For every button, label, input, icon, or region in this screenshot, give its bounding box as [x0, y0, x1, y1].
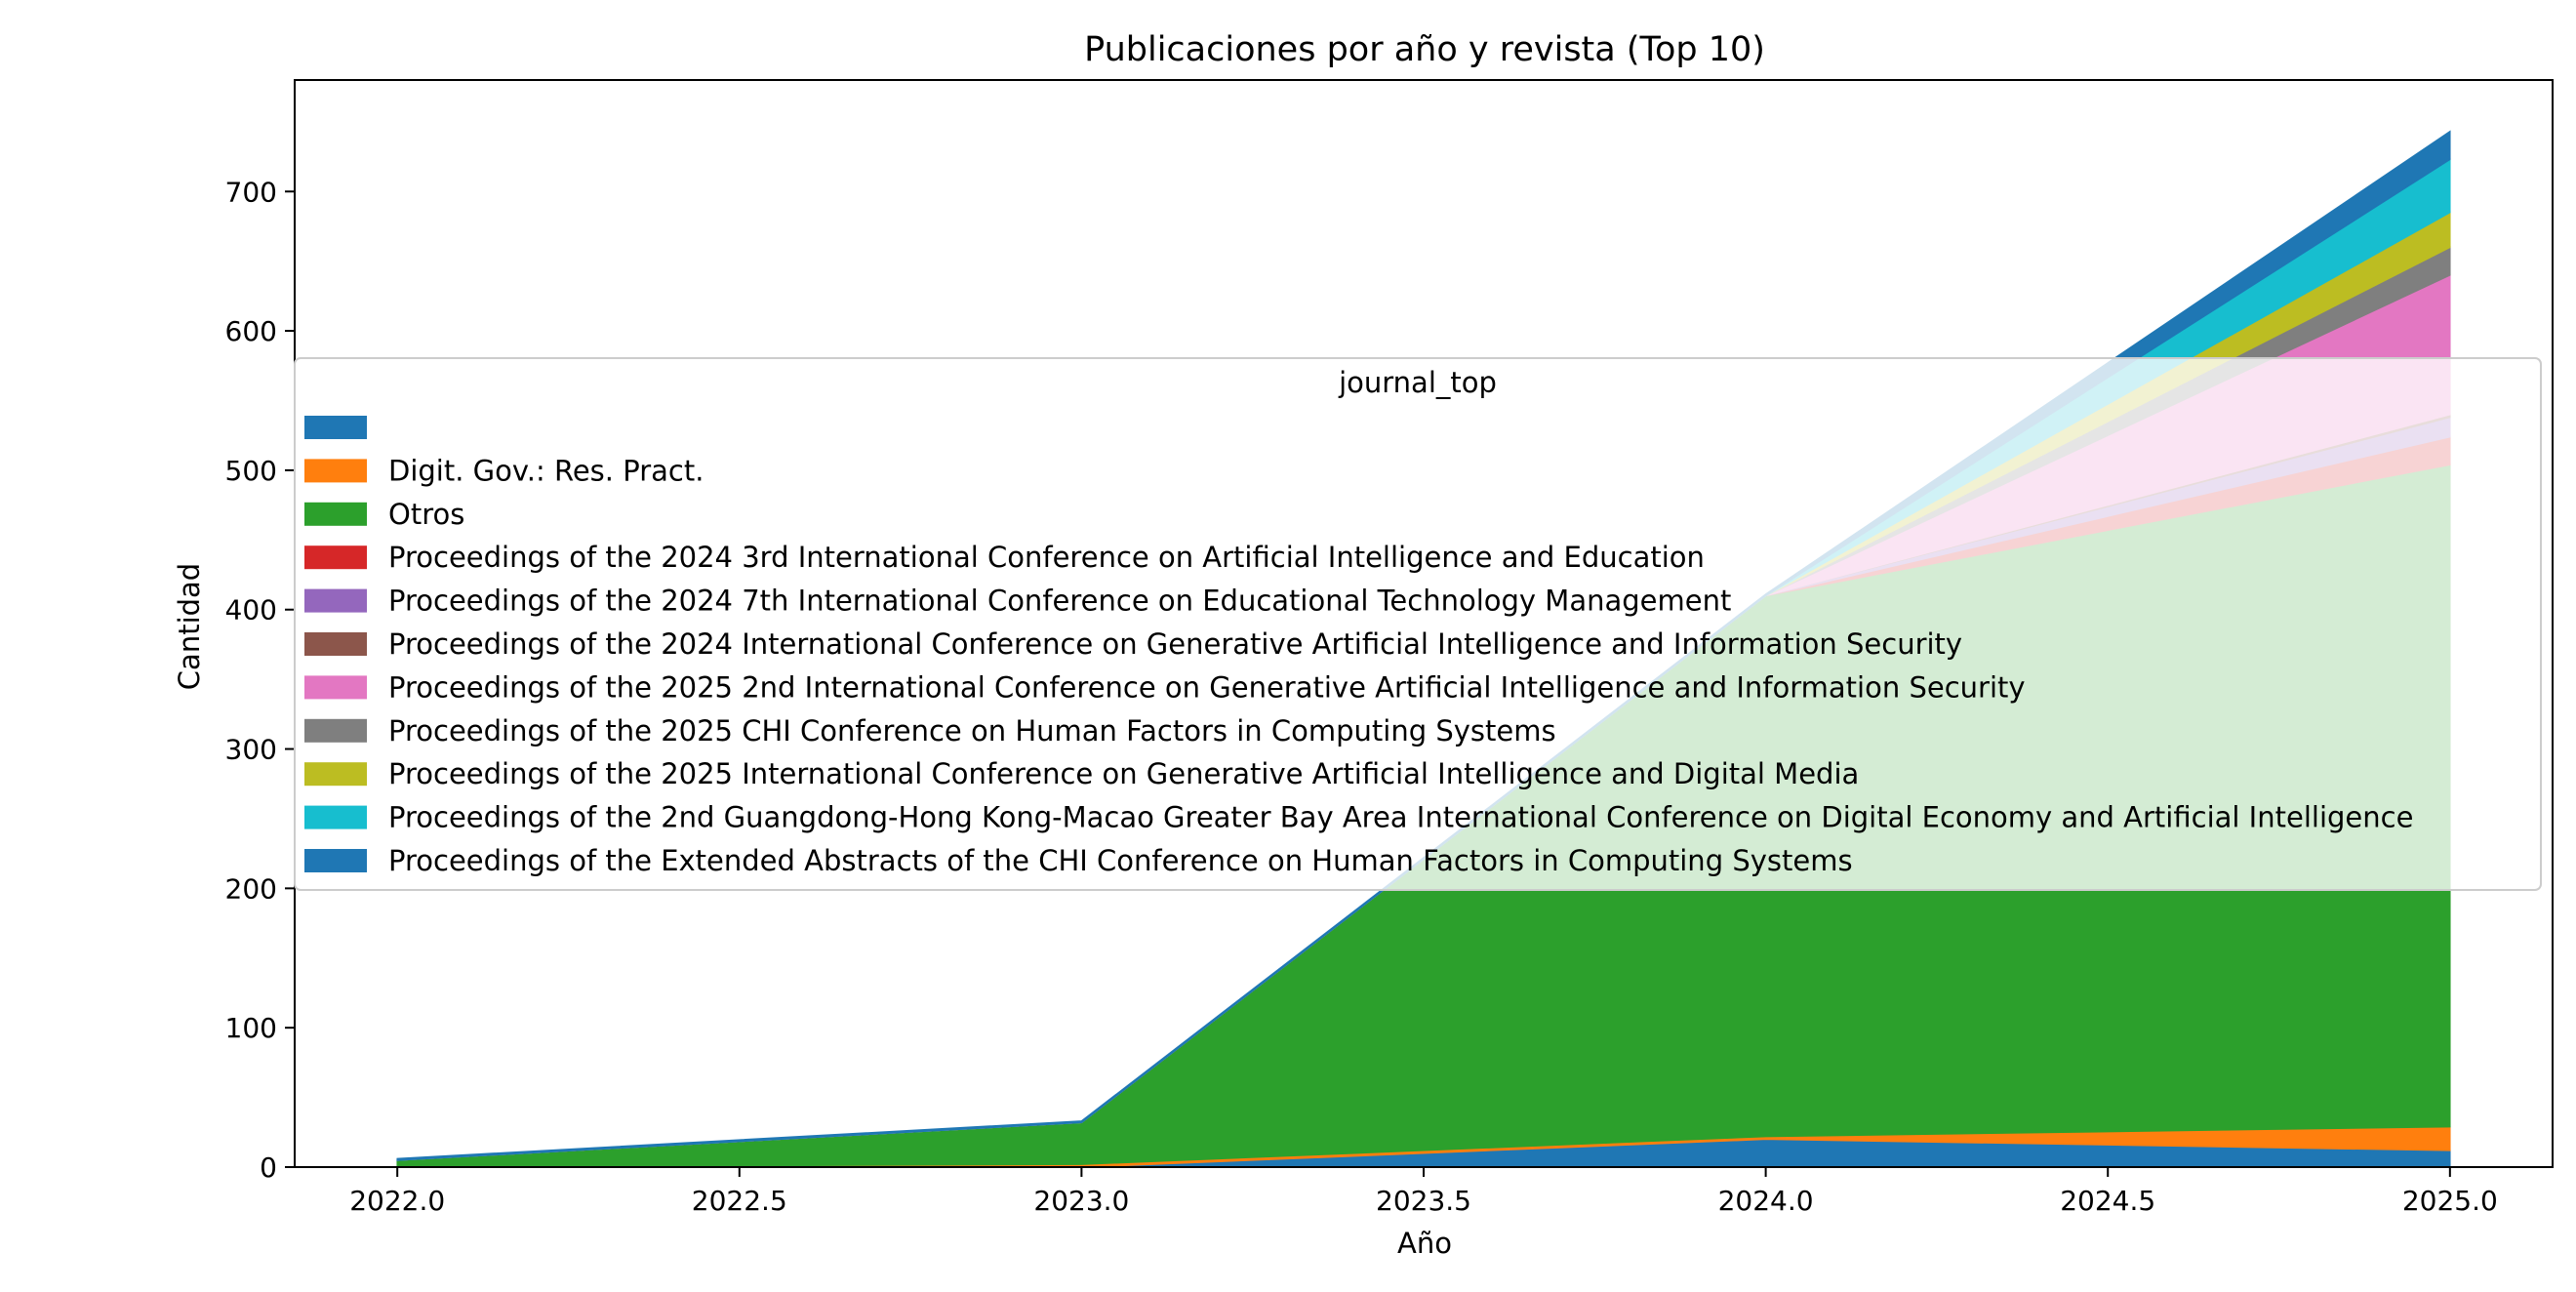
area-series-10 [396, 130, 2451, 1161]
legend-label: Digit. Gov.: Res. Pract. [388, 454, 704, 487]
legend-swatch [304, 849, 367, 872]
legend-swatch [304, 805, 367, 829]
y-tick-label: 400 [225, 594, 277, 626]
legend-swatch [304, 459, 367, 483]
y-tick-label: 200 [225, 872, 277, 905]
y-tick-label: 300 [225, 734, 277, 766]
x-tick-label: 2022.5 [692, 1185, 787, 1217]
legend-swatch [304, 718, 367, 743]
legend-label: Proceedings of the 2024 7th Internationa… [388, 585, 1731, 618]
legend: journal_top Digit. Gov.: Res. Pract. Otro… [294, 357, 2542, 891]
legend-label: Proceedings of the 2025 International Co… [388, 757, 1859, 790]
x-axis: 2022.0 2022.5 2023.0 2023.5 2024.0 2024.5 2025… [349, 1167, 2498, 1217]
x-tick-label: 2024.5 [2060, 1185, 2155, 1217]
y-tick-label: 700 [225, 176, 277, 208]
y-tick-label: 600 [225, 315, 277, 347]
legend-label: Proceedings of the 2024 International Co… [388, 627, 1962, 661]
legend-title: journal_top [1338, 366, 1497, 399]
legend-label: Proceedings of the Extended Abstracts of… [388, 844, 1853, 877]
x-tick-label: 2025.0 [2402, 1185, 2498, 1217]
legend-swatch [304, 545, 367, 570]
legend-label: Otros [388, 498, 464, 531]
y-tick-label: 0 [260, 1151, 277, 1184]
legend-swatch [304, 632, 367, 656]
legend-label: Proceedings of the 2024 3rd Internationa… [388, 541, 1705, 574]
x-tick-label: 2024.0 [1718, 1185, 1814, 1217]
y-tick-label: 100 [225, 1012, 277, 1044]
legend-items: Digit. Gov.: Res. Pract. Otros Proceedings… [304, 416, 2413, 877]
chart-title: Publicaciones por año y revista (Top 10) [1084, 30, 1765, 69]
x-axis-label: Año [1397, 1227, 1452, 1260]
x-tick-label: 2023.5 [1376, 1185, 1471, 1217]
y-tick-label: 500 [225, 455, 277, 487]
legend-swatch [304, 588, 367, 613]
legend-label: Proceedings of the 2025 2nd Internationa… [388, 670, 2026, 704]
x-tick-label: 2023.0 [1033, 1185, 1129, 1217]
legend-swatch [304, 762, 367, 787]
legend-swatch [304, 416, 367, 439]
y-axis: 0 100 200 300 400 500 600 700 [225, 176, 295, 1184]
y-axis-label: Cantidad [173, 563, 206, 690]
legend-box [294, 357, 2542, 891]
legend-swatch [304, 502, 367, 526]
legend-label: Proceedings of the 2nd Guangdong-Hong Ko… [388, 801, 2413, 834]
legend-swatch [304, 675, 367, 700]
legend-label: Proceedings of the 2025 CHI Conference o… [388, 714, 1556, 747]
x-tick-label: 2022.0 [349, 1185, 445, 1217]
